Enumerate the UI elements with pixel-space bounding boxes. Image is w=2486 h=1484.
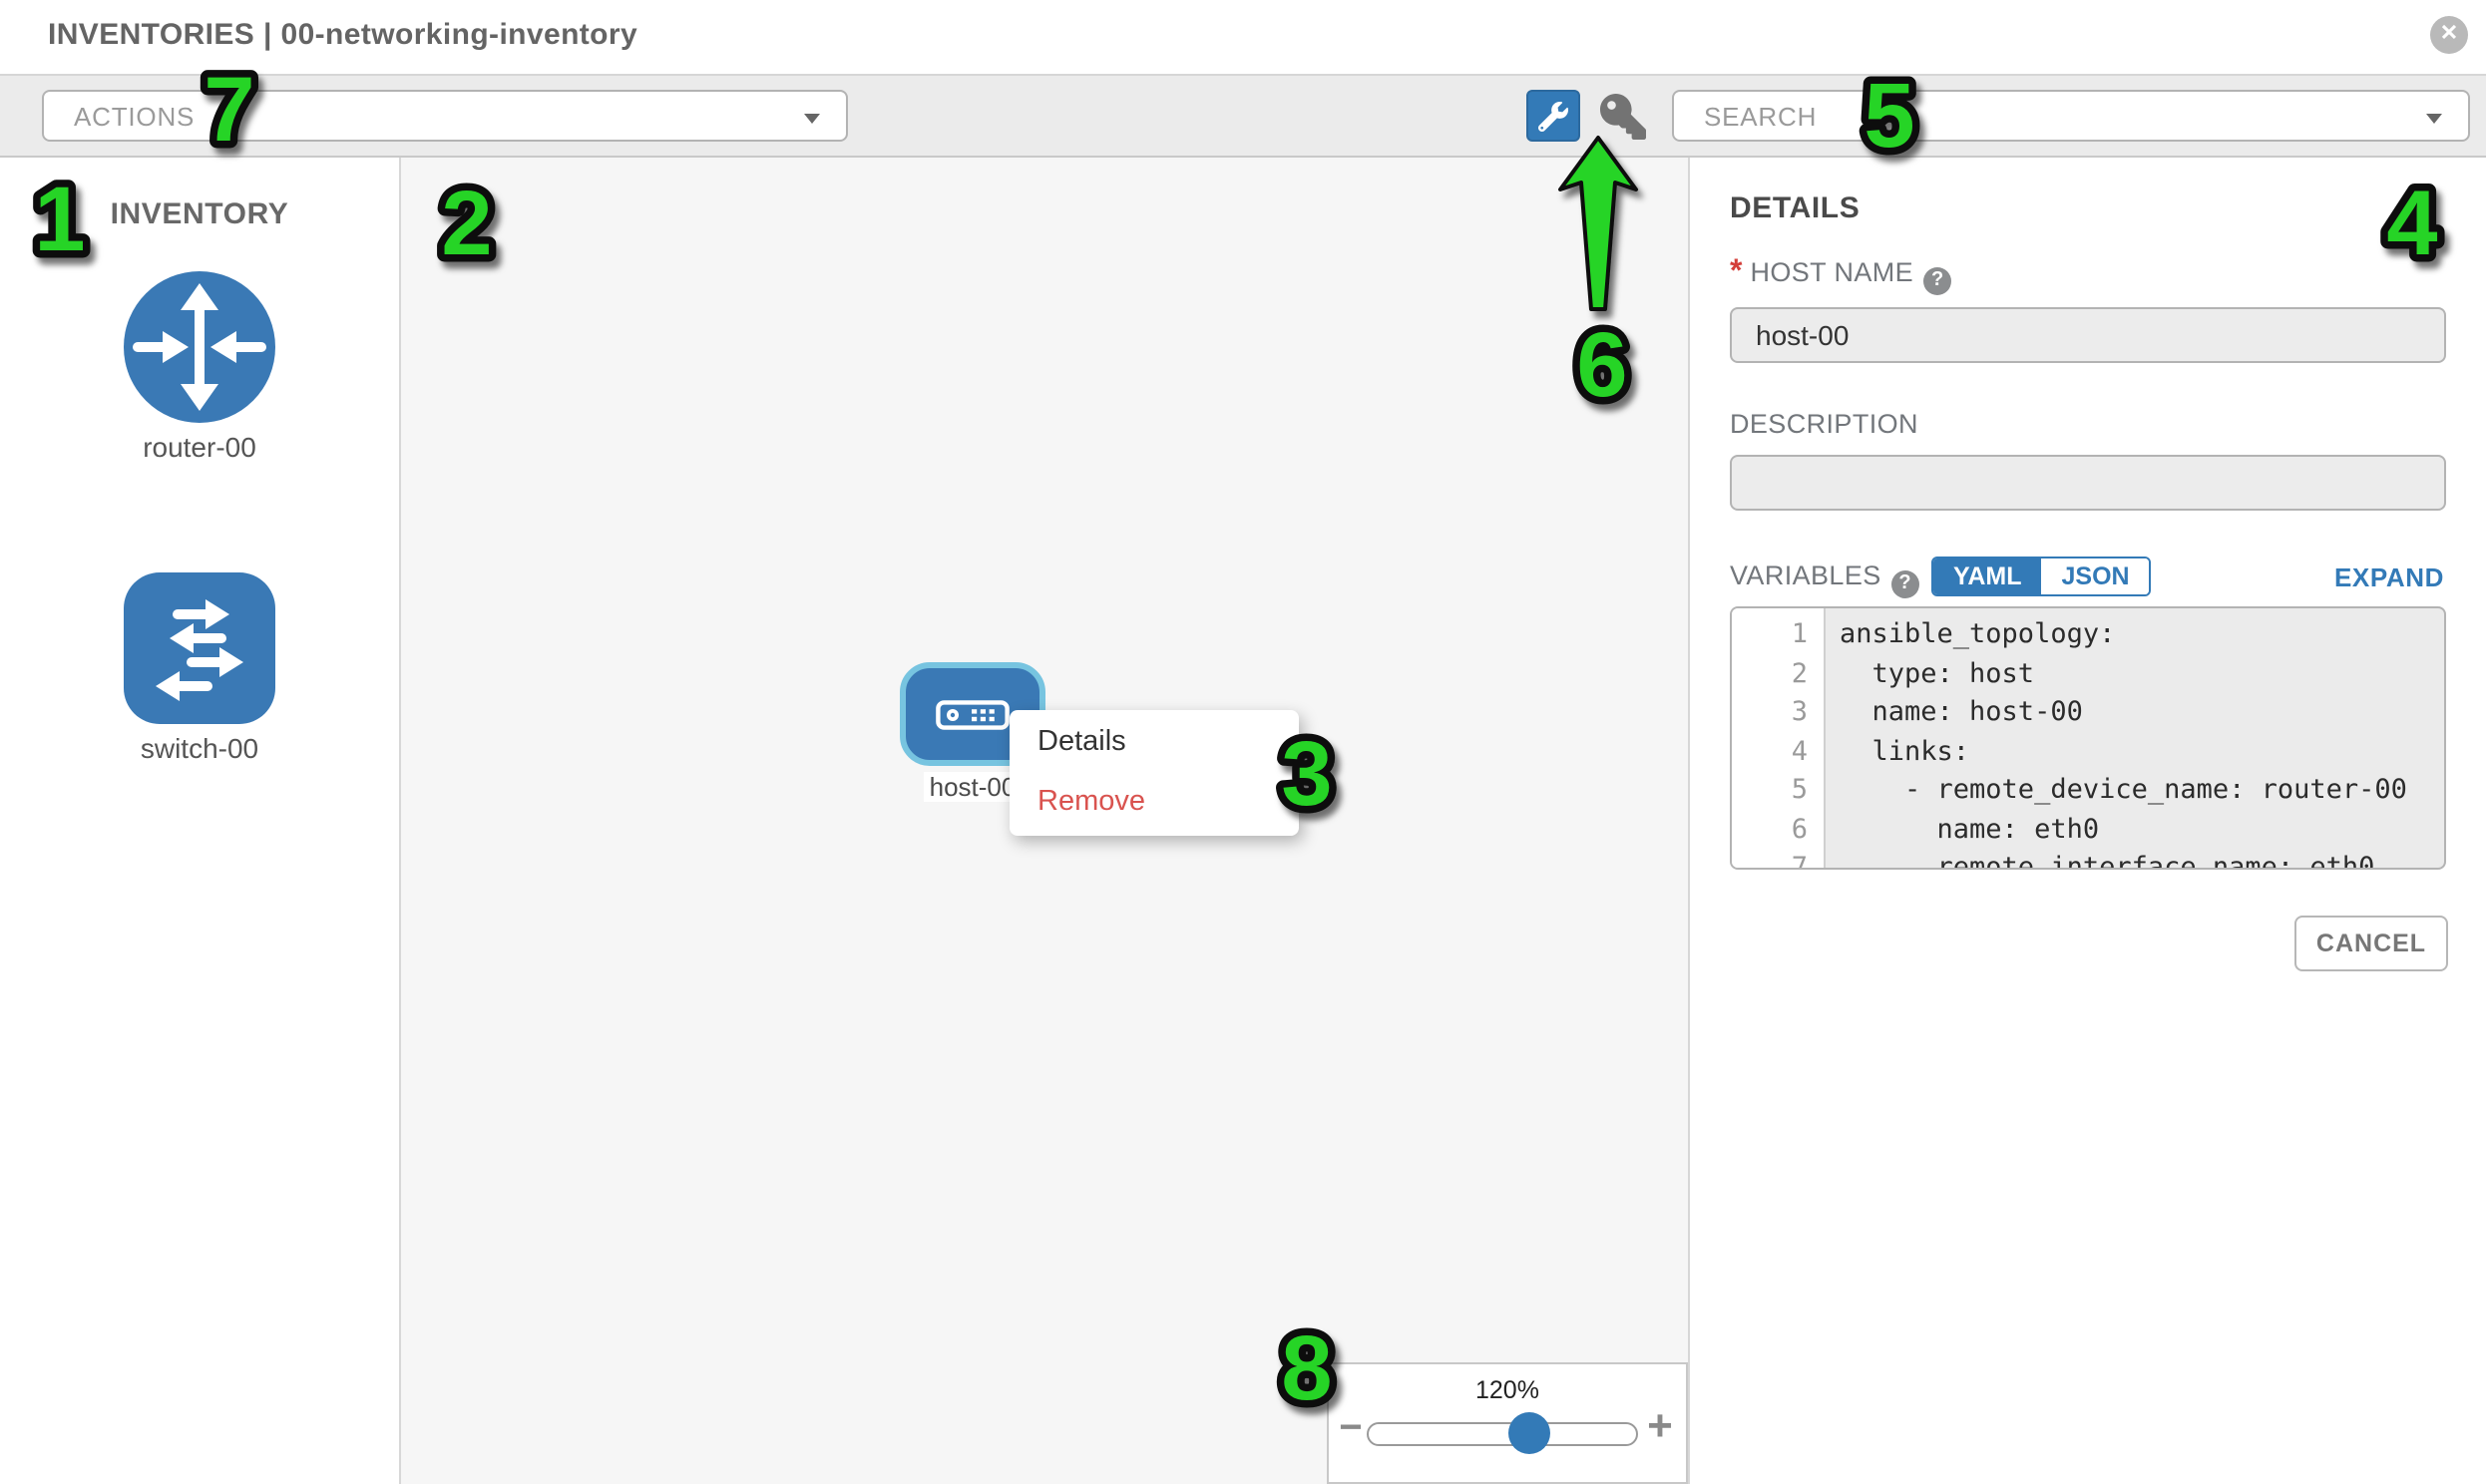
help-icon[interactable]: ? <box>1890 570 1919 598</box>
zoom-slider-track[interactable] <box>1367 1422 1638 1446</box>
required-asterisk: * <box>1730 255 1743 289</box>
line-code: ansible_topology: <box>1840 618 2116 650</box>
zoom-control-panel: 120% − + <box>1327 1362 1688 1484</box>
line-code: name: host-00 <box>1840 696 2083 728</box>
expand-link[interactable]: EXPAND <box>2333 562 2444 592</box>
line-number: 7 <box>1791 852 1808 870</box>
description-label: DESCRIPTION <box>1730 409 1918 439</box>
host-name-label: HOST NAME <box>1750 257 1914 287</box>
tools-button[interactable] <box>1526 90 1580 142</box>
search-placeholder: SEARCH <box>1704 102 1818 132</box>
inventory-palette-sidebar: INVENTORY router-00 switch-00 <box>0 158 401 1484</box>
editor-line: 6 name: eth0 <box>1732 813 2444 852</box>
host-node-label: host-00 <box>880 770 1065 806</box>
line-number: 1 <box>1791 618 1808 650</box>
line-code: type: host <box>1840 657 2035 689</box>
chevron-down-icon <box>2426 114 2442 124</box>
editor-gutter <box>1732 608 1826 868</box>
zoom-slider-thumb[interactable] <box>1508 1412 1550 1454</box>
description-input[interactable] <box>1730 455 2446 511</box>
router-icon[interactable] <box>124 271 275 423</box>
topology-canvas[interactable]: host-00 Details Remove 120% − + <box>401 158 1688 1484</box>
wrench-icon <box>1538 101 1568 131</box>
key-toggle-button[interactable] <box>1600 94 1646 140</box>
editor-line: 2 type: host <box>1732 657 2444 696</box>
editor-line: 3 name: host-00 <box>1732 696 2444 735</box>
key-icon <box>1600 94 1646 140</box>
search-dropdown[interactable]: SEARCH <box>1672 90 2470 142</box>
host-name-input[interactable] <box>1730 307 2446 363</box>
zoom-in-button[interactable]: + <box>1647 1400 1673 1450</box>
line-number: 3 <box>1791 696 1808 728</box>
palette-item-label: router-00 <box>143 431 256 463</box>
menu-item-remove[interactable]: Remove <box>1037 786 1145 818</box>
line-number: 6 <box>1791 813 1808 845</box>
line-code: links: <box>1840 735 1970 767</box>
actions-dropdown-placeholder: ACTIONS <box>74 102 196 132</box>
details-heading: DETAILS <box>1730 191 1861 225</box>
tab-json[interactable]: JSON <box>2041 558 2150 594</box>
host-icon <box>936 699 1010 729</box>
page-title: INVENTORIES | 00-networking-inventory <box>48 18 638 52</box>
inventory-heading: INVENTORY <box>110 197 289 231</box>
variables-label: VARIABLES? <box>1730 560 1919 598</box>
actions-dropdown[interactable]: ACTIONS <box>42 90 848 142</box>
line-code: - remote_device_name: router-00 <box>1840 774 2407 806</box>
palette-item-label: switch-00 <box>140 732 259 764</box>
close-icon: ✕ <box>2439 22 2459 46</box>
tab-yaml[interactable]: YAML <box>1933 558 2042 594</box>
details-panel: DETAILS *HOST NAME? DESCRIPTION VARIABLE… <box>1688 158 2486 1484</box>
header: INVENTORIES | 00-networking-inventory ✕ <box>0 0 2486 74</box>
zoom-level-label: 120% <box>1475 1376 1539 1404</box>
variables-format-toggle: YAML JSON <box>1931 556 2152 596</box>
menu-item-details[interactable]: Details <box>1037 726 1126 758</box>
host-name-row: * HOST NAME? <box>1730 255 1952 295</box>
cancel-button[interactable]: CANCEL <box>2294 916 2448 971</box>
zoom-out-button[interactable]: − <box>1339 1406 1363 1450</box>
editor-line: 1 ansible_topology: <box>1732 618 2444 657</box>
editor-line: 4 links: <box>1732 735 2444 774</box>
line-code: remote_interface_name: eth0 <box>1840 852 2375 870</box>
context-menu: Details Remove <box>1010 710 1299 836</box>
help-icon[interactable]: ? <box>1923 267 1952 295</box>
line-number: 2 <box>1791 657 1808 689</box>
editor-line: 5 - remote_device_name: router-00 <box>1732 774 2444 813</box>
chevron-down-icon <box>804 114 820 124</box>
editor-line: 7 remote_interface_name: eth0 <box>1732 852 2444 870</box>
line-code: name: eth0 <box>1840 813 2100 845</box>
close-button[interactable]: ✕ <box>2430 16 2468 54</box>
switch-icon[interactable] <box>124 572 275 724</box>
line-number: 4 <box>1791 735 1808 767</box>
toolbar: ACTIONS SEARCH <box>0 74 2486 158</box>
variables-editor[interactable]: 1 ansible_topology: 2 type: host 3 name: … <box>1730 606 2446 870</box>
line-number: 5 <box>1791 774 1808 806</box>
